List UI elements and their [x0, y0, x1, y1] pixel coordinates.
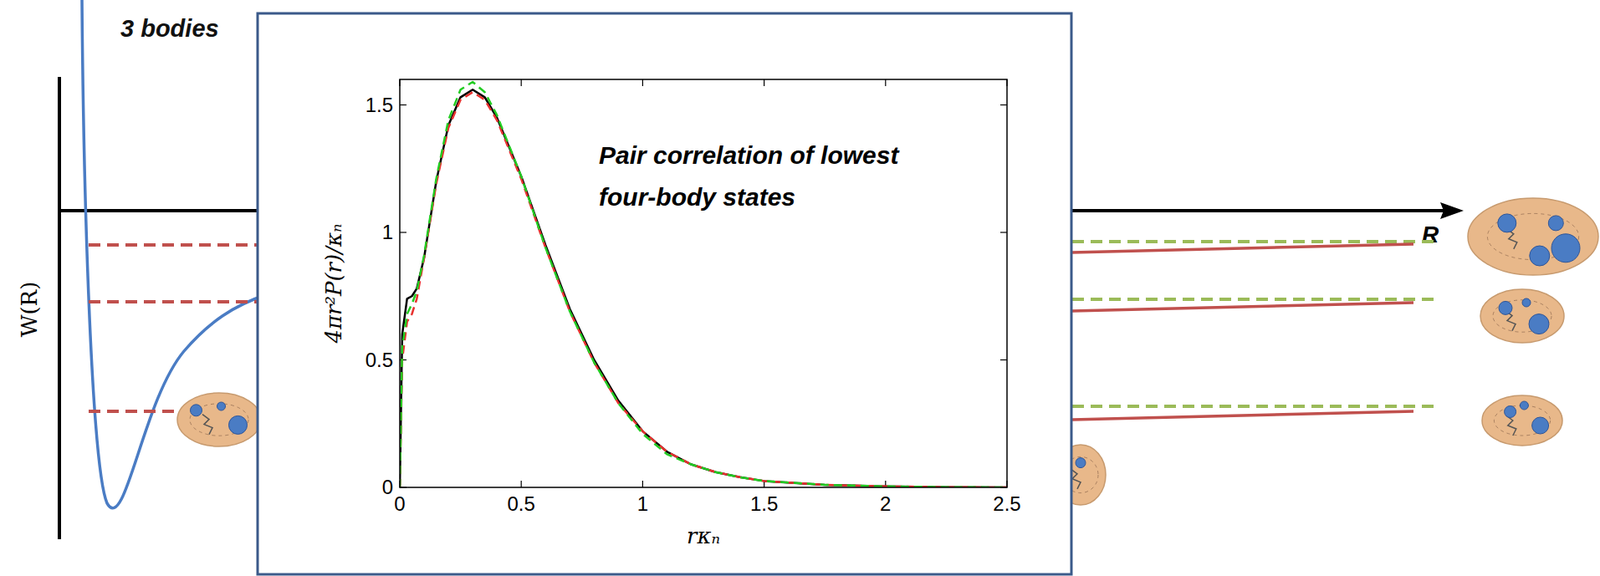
potential-curve	[81, 0, 268, 509]
cluster-particle	[1551, 234, 1580, 263]
x-tick-label: 2	[879, 492, 891, 516]
threshold-level-red	[1072, 244, 1414, 253]
y-tick-right	[1000, 104, 1008, 106]
threshold-level	[1072, 240, 1439, 244]
cluster-particle	[1498, 301, 1513, 315]
cluster-particle	[1528, 314, 1549, 335]
w-axis-label: W(R)	[16, 281, 42, 338]
threshold-level-red	[1072, 411, 1414, 420]
threshold-level-red	[1072, 302, 1414, 312]
x-tick-label: 0.5	[507, 492, 536, 516]
cluster-particle	[1532, 417, 1549, 435]
x-axis-label: rκₙ	[686, 523, 721, 549]
cluster-particle	[1548, 215, 1564, 231]
x-tick-top	[521, 79, 522, 87]
three-bodies-title: 3 bodies	[120, 15, 220, 42]
threshold-level	[1072, 297, 1439, 302]
series-line	[399, 81, 1008, 488]
cluster-particle	[1075, 458, 1086, 469]
cluster-bond	[202, 414, 213, 435]
y-tick	[399, 231, 407, 233]
x-tick-top	[884, 79, 886, 87]
cluster-icon	[1482, 395, 1563, 446]
annotation: Pair correlation of lowest	[598, 141, 900, 169]
x-tick	[521, 480, 522, 488]
x-tick-label: 0	[393, 492, 405, 516]
y-tick-label: 0.5	[365, 348, 394, 372]
threshold-level	[1072, 404, 1439, 409]
x-tick	[642, 480, 644, 488]
w-axis	[57, 76, 62, 540]
cluster-particle	[217, 402, 226, 411]
annotation: four-body states	[598, 183, 796, 211]
plot-lines	[399, 81, 1008, 488]
y-tick-label: 1	[382, 220, 394, 244]
y-tick-label: 0	[382, 475, 394, 499]
inset-frame	[257, 13, 1072, 575]
inset-chart: 0 0.5 1 1.5 2 2.5 0 0.5 1 1.5 rκₙ 4πr²P(r)/κₙ Pair c…	[257, 13, 1072, 575]
bound-level	[88, 300, 268, 304]
cluster-bond	[1506, 415, 1517, 436]
cluster-cloud	[1467, 198, 1599, 276]
cluster-cloud	[1480, 289, 1565, 343]
series-line	[399, 89, 1008, 488]
x-tick-top	[763, 79, 765, 87]
cluster-particle	[190, 404, 203, 417]
cluster-particle	[1519, 401, 1529, 410]
cluster-particle	[1497, 214, 1517, 233]
cluster-cloud	[1482, 395, 1563, 446]
cluster-cloud	[177, 393, 261, 447]
slide: R W(R) 3 bodies 0 0.5 1 1.5 2 2.5 0 0.5 1 1.5 rκₙ 4πr²…	[0, 0, 1600, 576]
r-axis-label: R	[1421, 221, 1440, 248]
y-tick-right	[1000, 231, 1008, 233]
x-tick-label: 2.5	[992, 492, 1021, 516]
cluster-icon	[177, 393, 261, 447]
cluster-particle	[1522, 298, 1531, 307]
cluster-icon	[1480, 289, 1565, 343]
bound-level	[88, 243, 268, 247]
cluster-particle	[1529, 245, 1550, 266]
x-tick-label: 1	[637, 492, 649, 516]
cluster-icon	[1467, 198, 1599, 276]
cluster-particle	[229, 415, 248, 435]
x-tick-top	[642, 79, 644, 87]
cluster-ring	[1493, 405, 1550, 436]
series-line	[399, 92, 1008, 488]
r-axis-arrow	[1440, 202, 1464, 220]
cluster-particle	[1504, 406, 1517, 419]
x-tick-label: 1.5	[750, 492, 778, 516]
y-tick-right	[1000, 359, 1008, 361]
y-tick-label: 1.5	[365, 93, 394, 117]
y-tick	[399, 104, 407, 106]
plot-frame	[399, 79, 1008, 488]
y-axis-label: 4πr²P(r)/κₙ	[321, 223, 347, 344]
